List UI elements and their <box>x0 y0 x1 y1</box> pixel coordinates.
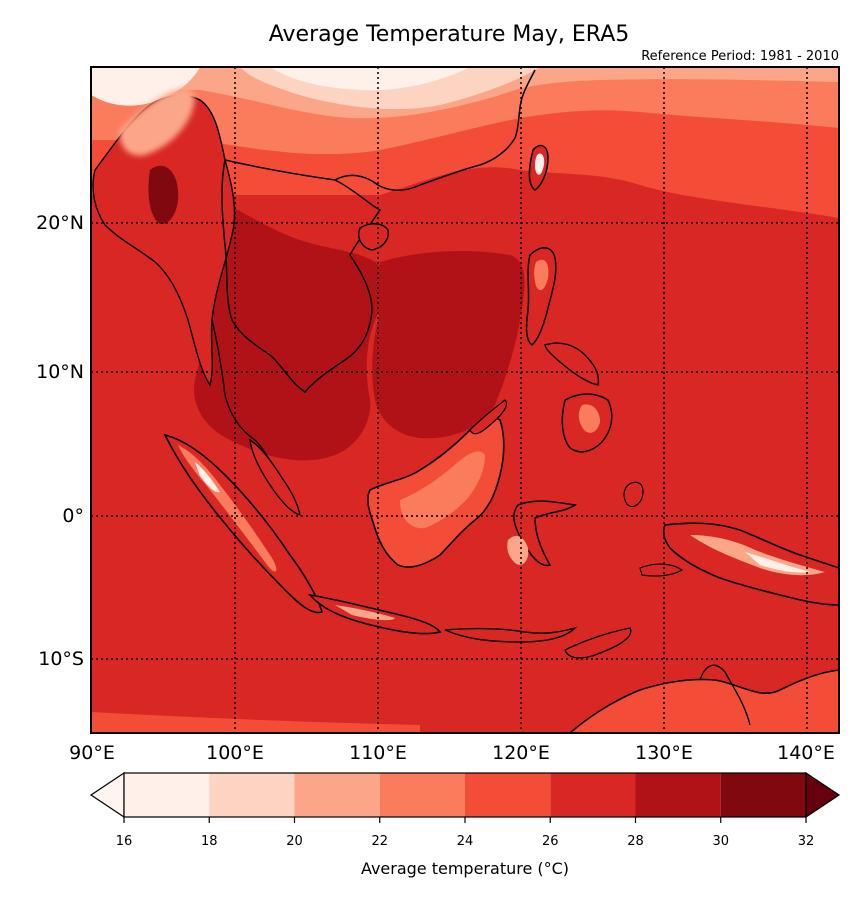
indochina-land <box>221 159 382 393</box>
colorbar-bin <box>209 773 295 817</box>
colorbar-tick-label: 28 <box>627 834 644 849</box>
lon-label: 140°E <box>777 742 835 764</box>
lat-label: 10°S <box>38 648 84 670</box>
cape-york <box>699 664 751 726</box>
longitude-labels: 90°E 100°E 110°E 120°E 130°E 140°E <box>69 742 835 764</box>
java-highlands <box>335 605 395 621</box>
map-frame <box>90 66 840 734</box>
timor-island <box>564 627 632 659</box>
figure-title: Average Temperature May, ERA5 <box>269 22 630 47</box>
colorbar-bin <box>465 773 551 817</box>
colorbar-bin <box>550 773 636 817</box>
north-white-patch <box>270 67 470 91</box>
palawan-island <box>469 399 508 435</box>
colorbar-over-arrow <box>805 771 841 819</box>
colorbar-bin <box>720 773 806 817</box>
colorbar-label: Average temperature (°C) <box>361 859 569 878</box>
colorbar-tick-label: 18 <box>201 834 218 849</box>
colorbar-tick-label: 22 <box>371 834 388 849</box>
colorbar-tick-label: 20 <box>286 834 303 849</box>
colorbar-bin <box>635 773 721 817</box>
lon-label: 110°E <box>349 742 407 764</box>
lon-label: 130°E <box>635 742 693 764</box>
sumatra-peaks <box>195 462 220 493</box>
lat-label: 20°N <box>36 212 84 234</box>
malay-peninsula <box>249 438 301 517</box>
colorbar: 16 18 20 22 24 26 28 30 32 Average temperature (… <box>89 771 841 878</box>
hainan-island <box>358 223 389 251</box>
indochina-hot-core <box>194 195 387 461</box>
lesser-sunda-islands <box>444 626 578 643</box>
colorbar-tick-label: 16 <box>116 834 133 849</box>
luzon-island <box>525 247 557 346</box>
mindanao-highlands <box>578 404 600 433</box>
graticule <box>91 67 839 733</box>
colorbar-tick-label: 24 <box>457 834 474 849</box>
colorbar-bin <box>124 773 210 817</box>
colorbar-under-arrow <box>89 771 125 819</box>
figure-subtitle: Reference Period: 1981 - 2010 <box>641 49 839 64</box>
colorbar-tick-label: 26 <box>542 834 559 849</box>
china-coast <box>334 69 536 191</box>
sulawesi-highlands <box>507 535 529 565</box>
lon-label: 100°E <box>206 742 264 764</box>
lon-label: 120°E <box>492 742 550 764</box>
myanmar-hills <box>148 165 179 225</box>
colorbar-tick-label: 32 <box>798 834 815 849</box>
luzon-cordillera <box>534 259 549 291</box>
lon-label: 90°E <box>69 742 115 764</box>
south-china-sea-warm <box>372 250 525 439</box>
new-guinea-highlands <box>690 535 825 576</box>
northwest-corner-patch <box>91 67 200 106</box>
northern-australia <box>568 669 839 733</box>
colorbar-bin <box>294 773 380 817</box>
taiwan-mountains <box>534 153 545 175</box>
map-panel <box>91 67 839 733</box>
lat-label: 10°N <box>36 361 84 383</box>
halmahera-island <box>623 481 644 508</box>
south-warm-strip <box>91 712 420 733</box>
latitude-labels: 10°S 0° 10°N 20°N <box>36 212 84 670</box>
seram-island <box>639 563 684 577</box>
colorbar-bin <box>379 773 465 817</box>
visayas-islands <box>544 342 600 386</box>
himalaya-cold <box>119 88 195 156</box>
colorbar-tick-label: 30 <box>712 834 729 849</box>
new-guinea-peaks <box>745 552 810 573</box>
borneo-interior <box>400 451 485 529</box>
lat-label: 0° <box>62 505 84 527</box>
